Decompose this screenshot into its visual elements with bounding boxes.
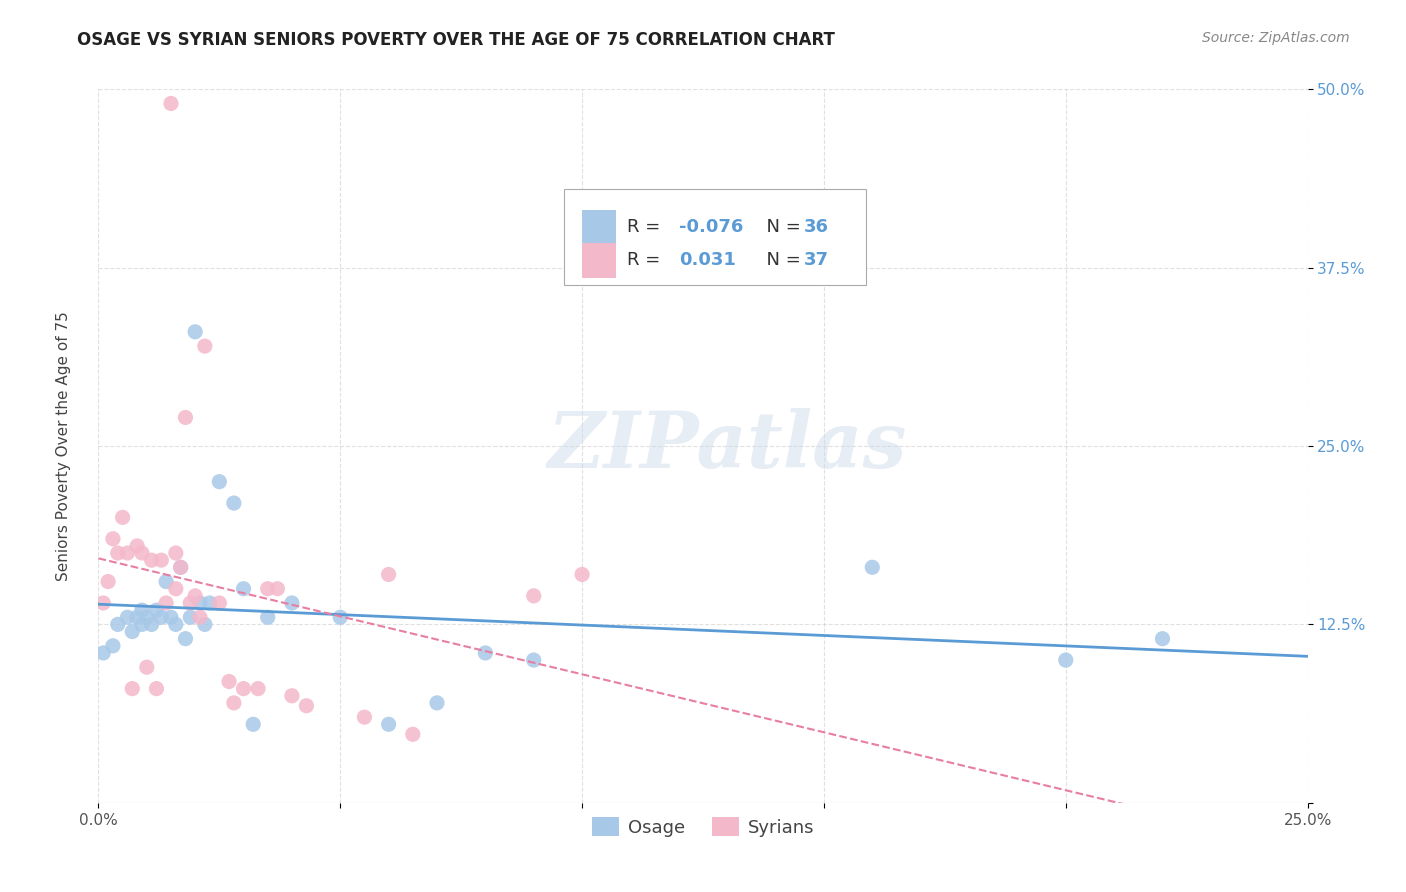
Text: -0.076: -0.076 [679, 218, 744, 235]
Point [329, 610, 352, 624]
FancyBboxPatch shape [582, 210, 616, 244]
Point [198, 596, 221, 610]
Point [208, 596, 231, 610]
Point [111, 510, 134, 524]
Point [523, 653, 546, 667]
Point [169, 560, 191, 574]
Point [160, 96, 183, 111]
Text: OSAGE VS SYRIAN SENIORS POVERTY OVER THE AGE OF 75 CORRELATION CHART: OSAGE VS SYRIAN SENIORS POVERTY OVER THE… [77, 31, 835, 49]
Point [131, 617, 153, 632]
Point [179, 610, 201, 624]
Point [194, 339, 217, 353]
Point [242, 717, 264, 731]
Point [377, 717, 399, 731]
Point [174, 410, 197, 425]
Point [232, 681, 254, 696]
Point [127, 610, 149, 624]
Point [97, 574, 120, 589]
Point [208, 475, 231, 489]
Point [188, 596, 211, 610]
Point [165, 582, 187, 596]
Text: R =: R = [627, 218, 666, 235]
Text: 36: 36 [803, 218, 828, 235]
Point [117, 610, 139, 624]
Point [131, 603, 153, 617]
Text: R =: R = [627, 252, 672, 269]
Point [101, 639, 124, 653]
Point [860, 560, 883, 574]
Point [232, 582, 254, 596]
Point [222, 696, 245, 710]
Point [426, 696, 449, 710]
Point [107, 617, 129, 632]
Point [165, 617, 187, 632]
Point [145, 681, 167, 696]
Point [135, 610, 157, 624]
Point [150, 610, 173, 624]
Point [266, 582, 288, 596]
Point [218, 674, 240, 689]
Text: 37: 37 [803, 252, 828, 269]
Text: ZIPatlas: ZIPatlas [547, 408, 907, 484]
Point [402, 727, 425, 741]
Point [169, 560, 191, 574]
Point [377, 567, 399, 582]
Point [141, 617, 163, 632]
Point [295, 698, 318, 713]
Point [121, 681, 143, 696]
Point [121, 624, 143, 639]
Point [353, 710, 375, 724]
Legend: Osage, Syrians: Osage, Syrians [585, 810, 821, 844]
Point [145, 603, 167, 617]
Point [135, 660, 157, 674]
Point [117, 546, 139, 560]
Point [174, 632, 197, 646]
Point [91, 646, 114, 660]
Point [155, 596, 177, 610]
Point [155, 574, 177, 589]
Text: Seniors Poverty Over the Age of 75: Seniors Poverty Over the Age of 75 [56, 311, 70, 581]
Text: N =: N = [755, 218, 807, 235]
Point [1054, 653, 1077, 667]
Point [160, 610, 183, 624]
FancyBboxPatch shape [582, 244, 616, 277]
Point [184, 589, 207, 603]
Point [222, 496, 245, 510]
Point [131, 546, 153, 560]
Point [247, 681, 270, 696]
Point [107, 546, 129, 560]
Point [184, 325, 207, 339]
FancyBboxPatch shape [564, 189, 866, 285]
Point [165, 546, 187, 560]
Point [1152, 632, 1174, 646]
Text: 0.031: 0.031 [679, 252, 735, 269]
Point [188, 610, 211, 624]
Point [127, 539, 149, 553]
Point [179, 596, 201, 610]
Text: Source: ZipAtlas.com: Source: ZipAtlas.com [1202, 31, 1350, 45]
Point [474, 646, 496, 660]
Point [194, 617, 217, 632]
Point [101, 532, 124, 546]
Point [256, 582, 278, 596]
Point [150, 553, 173, 567]
Text: N =: N = [755, 252, 807, 269]
Point [281, 689, 304, 703]
Point [523, 589, 546, 603]
Point [571, 567, 593, 582]
Point [141, 553, 163, 567]
Point [256, 610, 278, 624]
Point [91, 596, 114, 610]
Point [281, 596, 304, 610]
